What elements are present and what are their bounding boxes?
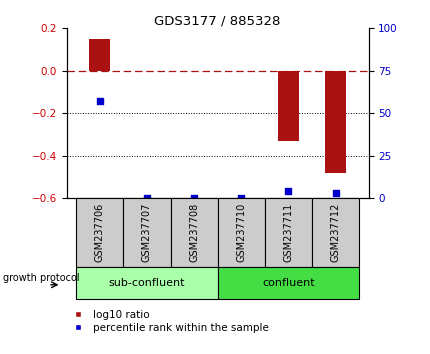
Text: GSM237707: GSM237707 xyxy=(141,203,152,262)
Bar xyxy=(76,267,217,299)
Bar xyxy=(217,198,264,267)
Point xyxy=(331,190,338,196)
Point xyxy=(190,195,197,201)
Point xyxy=(143,195,150,201)
Bar xyxy=(311,198,358,267)
Bar xyxy=(277,71,298,141)
Text: sub-confluent: sub-confluent xyxy=(108,278,185,288)
Text: GSM237710: GSM237710 xyxy=(236,203,246,262)
Bar xyxy=(123,198,170,267)
Bar xyxy=(217,267,358,299)
Bar xyxy=(170,198,217,267)
Text: GSM237711: GSM237711 xyxy=(283,203,293,262)
Bar xyxy=(264,198,311,267)
Title: GDS3177 / 885328: GDS3177 / 885328 xyxy=(154,14,280,27)
Bar xyxy=(76,198,123,267)
Bar xyxy=(89,39,110,71)
Point xyxy=(284,189,291,194)
Text: confluent: confluent xyxy=(261,278,314,288)
Bar xyxy=(324,71,345,173)
Text: GSM237712: GSM237712 xyxy=(330,203,340,262)
Point xyxy=(96,98,103,104)
Text: GSM237706: GSM237706 xyxy=(95,203,104,262)
Point xyxy=(237,195,244,201)
Text: growth protocol: growth protocol xyxy=(3,273,80,284)
Text: GSM237708: GSM237708 xyxy=(189,203,199,262)
Legend: log10 ratio, percentile rank within the sample: log10 ratio, percentile rank within the … xyxy=(68,310,268,333)
